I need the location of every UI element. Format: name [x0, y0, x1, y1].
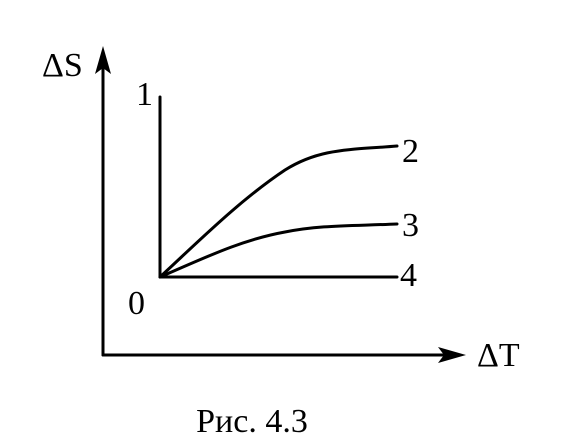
caption: Рис. 4.3 [196, 403, 308, 440]
origin-label: 0 [128, 285, 145, 322]
curve-label: 3 [402, 207, 419, 244]
y-axis-label: ΔS [42, 47, 83, 84]
curve-label: 4 [400, 257, 417, 294]
curve-3 [158, 222, 399, 279]
curve-label: 2 [402, 133, 419, 170]
x-axis-label: ΔT [477, 337, 520, 374]
y-axis-arrow [95, 46, 111, 74]
curve-2 [158, 144, 399, 279]
curve-label: 1 [136, 76, 153, 113]
x-axis-arrow [438, 347, 466, 363]
